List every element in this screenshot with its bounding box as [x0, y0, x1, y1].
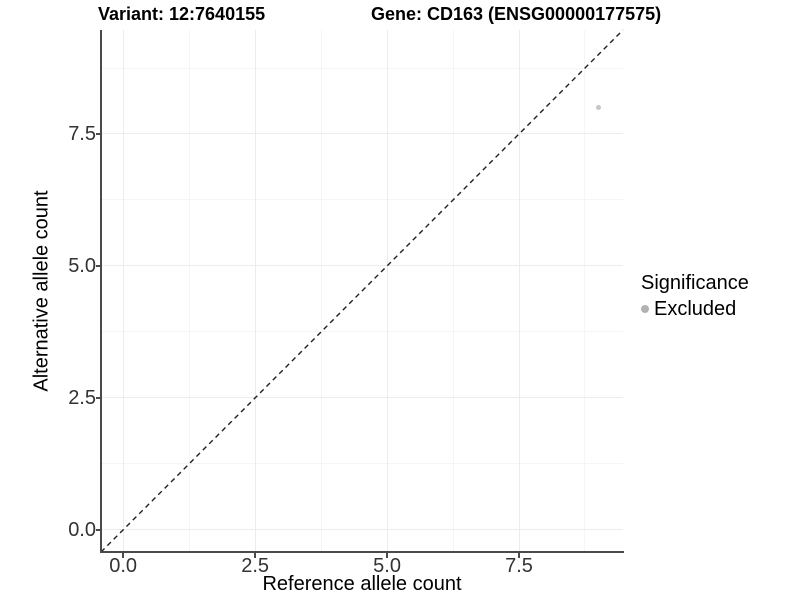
grid-line-x-minor: [452, 30, 454, 552]
legend-key-dot-icon: [641, 305, 649, 313]
grid-line-y-major: [101, 133, 623, 135]
identity-line: [100, 29, 624, 553]
x-axis-line: [100, 551, 624, 553]
x-tick-label: 2.5: [241, 555, 270, 577]
grid-line-y-minor: [101, 199, 623, 201]
identity-line-svg: [100, 29, 624, 553]
data-point-excluded: [595, 105, 601, 111]
legend-item-excluded: Excluded: [641, 297, 749, 321]
plot-title-variant: Variant: 12:7640155: [98, 4, 266, 24]
x-axis-tick: [254, 553, 256, 558]
x-tick-label: 7.5: [505, 555, 533, 577]
grid-line-x-major: [386, 30, 388, 552]
legend-title: Significance: [641, 272, 749, 294]
y-axis-tick: [96, 529, 101, 531]
x-tick-label: 0.0: [109, 555, 138, 577]
grid-line-x-minor: [584, 30, 586, 552]
x-axis-tick: [386, 553, 388, 558]
grid-line-y-minor: [101, 463, 623, 465]
plot-panel: [100, 29, 624, 553]
legend-item-label: Excluded: [654, 298, 737, 320]
grid-line-y-major: [101, 529, 623, 531]
y-axis-line: [100, 30, 102, 553]
y-axis-tick: [96, 397, 101, 399]
x-axis-tick: [122, 553, 124, 558]
x-tick-label: 5.0: [373, 555, 401, 577]
x-axis-tick: [518, 553, 520, 558]
grid-line-x-minor: [320, 30, 322, 552]
plot-title-gene: Gene: CD163 (ENSG00000177575): [371, 4, 662, 24]
y-tick-label: 7.5: [68, 122, 96, 145]
grid-line-x-minor: [188, 30, 190, 552]
grid-line-x-major: [254, 30, 256, 552]
y-tick-label: 5.0: [68, 254, 96, 277]
legend: Significance Excluded: [641, 272, 749, 321]
grid-line-y-minor: [101, 331, 623, 333]
grid-line-x-major: [122, 30, 124, 552]
y-tick-label: 2.5: [68, 386, 96, 409]
y-axis-title: Alternative allele count: [30, 190, 53, 392]
x-axis-title: Reference allele count: [262, 573, 462, 595]
grid-line-y-minor: [101, 67, 623, 69]
y-tick-label: 0.0: [68, 518, 96, 541]
grid-line-x-major: [518, 30, 520, 552]
grid-line-y-major: [101, 397, 623, 399]
y-axis-tick: [96, 133, 101, 135]
y-axis-tick: [96, 265, 101, 267]
grid-line-y-major: [101, 265, 623, 267]
